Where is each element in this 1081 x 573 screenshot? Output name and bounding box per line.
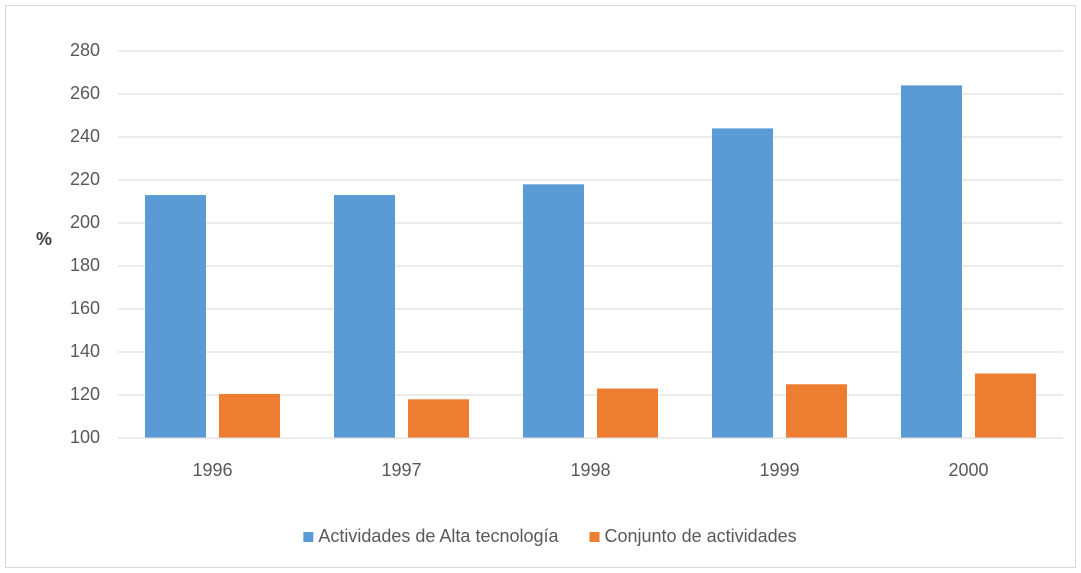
x-tick-label: 1996 [192,460,232,480]
bar [334,195,395,438]
bar [408,399,469,438]
bar [712,128,773,438]
y-tick-label: 120 [70,384,100,404]
y-axis-label: % [36,229,52,249]
y-tick-label: 100 [70,427,100,447]
bar [523,184,584,438]
bar [219,393,280,438]
y-tick-label: 140 [70,341,100,361]
legend-swatch [589,532,600,542]
x-tick-label: 2000 [948,460,988,480]
legend-label: Conjunto de actividades [605,526,797,546]
bar [901,85,962,439]
y-tick-label: 260 [70,83,100,103]
bar [145,195,206,438]
bar [597,388,658,438]
x-tick-label: 1999 [759,460,799,480]
bar [975,373,1036,438]
legend-swatch [303,532,314,542]
y-tick-label: 240 [70,126,100,146]
y-tick-label: 160 [70,298,100,318]
x-tick-label: 1998 [570,460,610,480]
y-tick-label: 220 [70,169,100,189]
x-tick-label: 1997 [381,460,421,480]
y-tick-label: 180 [70,255,100,275]
y-tick-label: 200 [70,212,100,232]
y-tick-label: 280 [70,40,100,60]
legend-label: Actividades de Alta tecnología [318,526,559,546]
bar [786,384,847,438]
